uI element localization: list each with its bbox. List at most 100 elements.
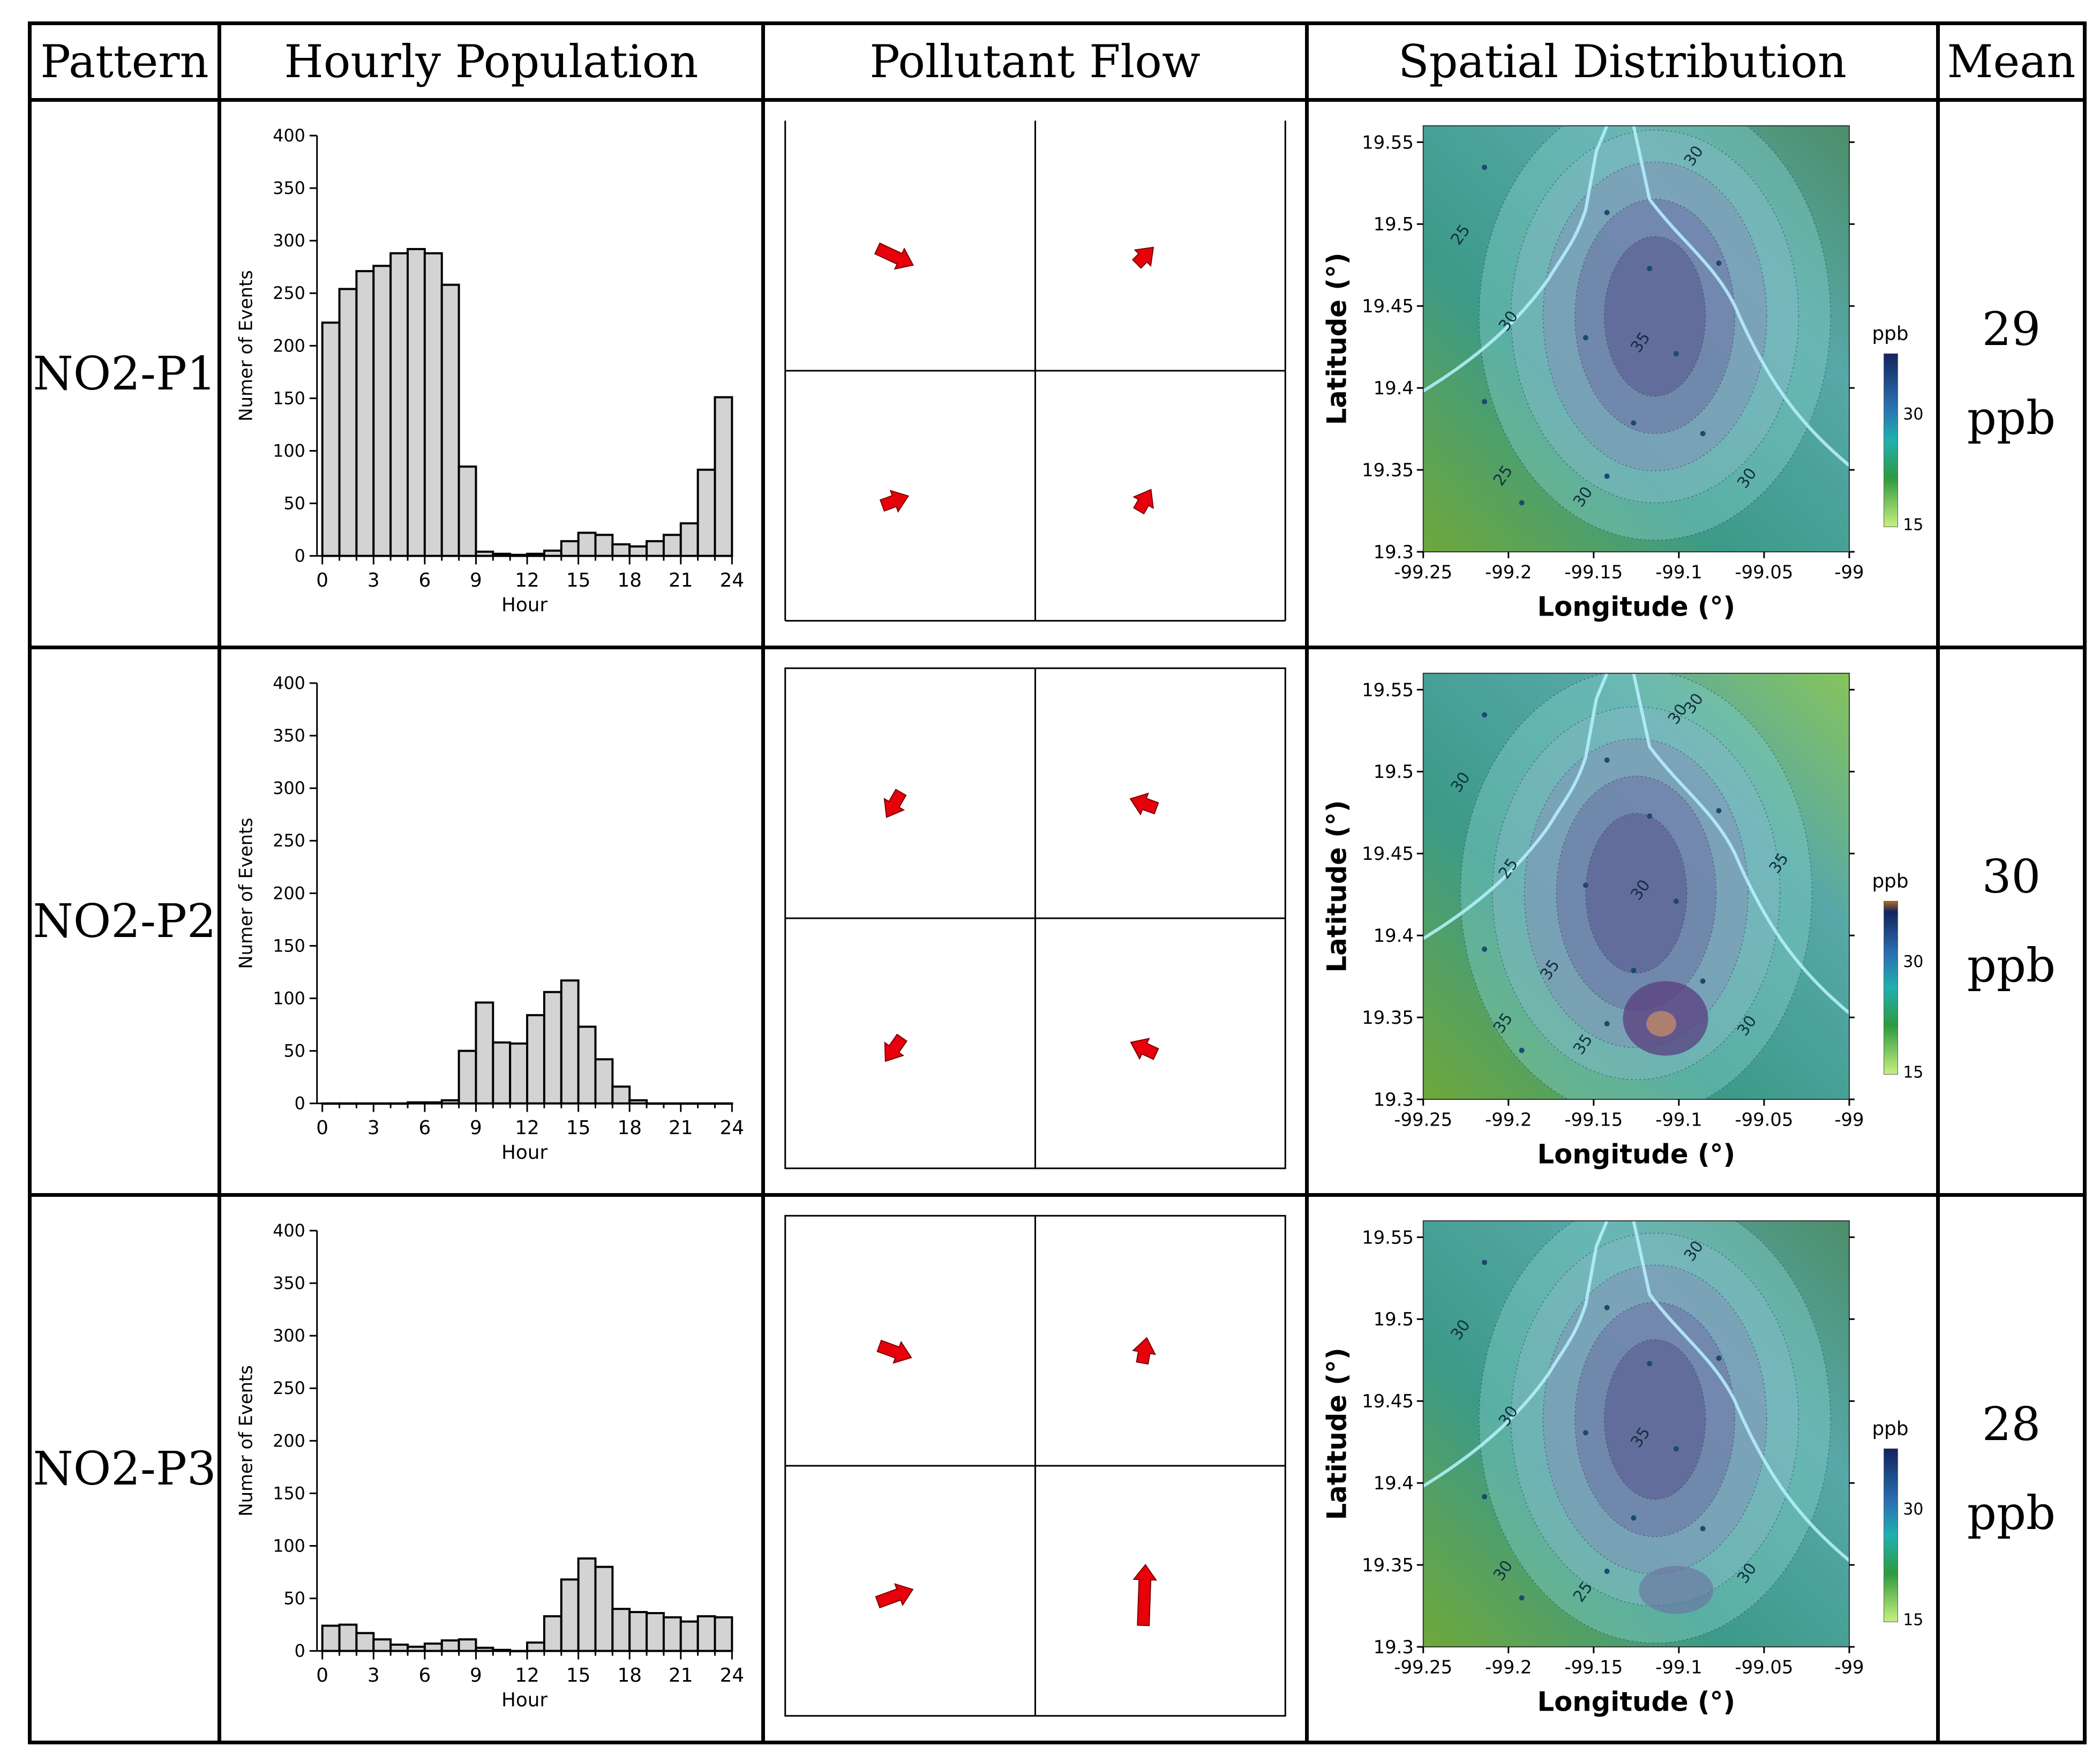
bar [492, 552, 512, 557]
x-axis-label: Hour [501, 1689, 548, 1711]
mean-cell: 29 ppb [1936, 98, 2087, 649]
bar [492, 1041, 512, 1105]
x-tick-label: 0 [316, 569, 328, 591]
histogram-axes: 0 50 100 150 200 250 300 350 400 0 3 6 9 12 15 18 21 24 Ho… [236, 126, 745, 616]
flow-arrow-icon [1129, 792, 1159, 816]
table-row: NO2-P3 0 50 100 150 200 250 300 350 400 0 3 6 9 12 15 1… [28, 1193, 2087, 1744]
mean-value: 29 [1982, 302, 2041, 356]
map-y-tick-label: 19.3 [1374, 1637, 1414, 1658]
bars [321, 979, 733, 1105]
map-y-tick-label: 19.35 [1362, 1555, 1414, 1576]
x-tick-label: 12 [515, 1665, 539, 1686]
bar [509, 553, 529, 557]
y-axis-label: Numer of Events [236, 1365, 257, 1516]
flow-arrow-icon [884, 1033, 908, 1062]
station-marker [1482, 164, 1488, 170]
legend-tick-label: 30 [1903, 405, 1923, 424]
map-cell: 30 30 30 35 30 25 30 19.3 19.35 19.4 19.45 19.5 19.5… [1305, 1193, 1940, 1744]
map-x-tick-label: -99 [1834, 562, 1864, 583]
station-marker [1582, 882, 1588, 888]
bar [628, 545, 648, 557]
y-tick-label: 0 [295, 547, 305, 566]
bar [355, 1632, 375, 1652]
bar [509, 1042, 529, 1105]
station-marker [1647, 813, 1653, 819]
map-x-tick-label: -99.1 [1655, 562, 1702, 583]
histogram-chart: 0 50 100 150 200 250 300 350 400 0 3 6 9 12 15 18 21 24 Ho… [236, 1221, 745, 1711]
station-marker [1716, 260, 1722, 266]
secondary-hotspot [1639, 1565, 1714, 1614]
x-tick-label: 3 [368, 1665, 380, 1686]
bar [407, 1101, 426, 1105]
x-tick-label: 12 [515, 1117, 539, 1139]
results-table: Pattern Hourly Population Pollutant Flow… [28, 21, 2087, 1744]
map-frame [1422, 1220, 1850, 1648]
map-y-tick-label: 19.3 [1374, 1089, 1414, 1110]
flow-arrow-icon [1132, 1564, 1157, 1626]
station-marker [1482, 1494, 1488, 1500]
x-axis-label: Hour [501, 1142, 548, 1164]
map-x-axis-label: Longitude (°) [1537, 591, 1735, 622]
boundary-line [1632, 1220, 1849, 1562]
bar [714, 396, 733, 557]
x-tick-label: 15 [566, 1117, 591, 1139]
station-marker [1519, 500, 1525, 506]
map-y-tick-label: 19.4 [1374, 378, 1414, 399]
hist-cell: 0 50 100 150 200 250 300 350 400 0 3 6 9 12 15 18 21 24 Ho… [218, 98, 765, 649]
bar [696, 468, 716, 557]
bar [440, 1639, 460, 1652]
legend-tick-label: 15 [1903, 1610, 1923, 1629]
map-y-tick-label: 19.45 [1362, 296, 1414, 317]
flow-arrow-icon [876, 1339, 912, 1364]
y-axis-label: Numer of Events [236, 818, 257, 969]
y-tick-label: 100 [273, 1536, 305, 1556]
bar [475, 1001, 494, 1105]
map-x-tick-label: -99.25 [1394, 1657, 1452, 1678]
y-tick-label: 300 [273, 1326, 305, 1346]
station-marker [1604, 209, 1610, 215]
map-cell: 30 25 30 35 25 30 30 19.3 19.35 19.4 19.45 19.5 19.5… [1305, 98, 1940, 649]
station-marker [1673, 351, 1679, 357]
mean-unit: ppb [1967, 939, 2056, 993]
station-marker [1482, 712, 1488, 718]
map-y-axis-label: Latitude (°) [1322, 252, 1353, 425]
bar [577, 531, 597, 557]
y-tick-label: 150 [273, 389, 305, 408]
y-tick-label: 300 [273, 231, 305, 251]
bar [560, 1578, 580, 1652]
map-x-tick-label: -99.25 [1394, 1110, 1452, 1130]
y-tick-label: 200 [273, 1431, 305, 1451]
bar [696, 1615, 716, 1652]
station-marker [1647, 266, 1653, 272]
legend-tick-label: 30 [1903, 1500, 1923, 1519]
map-y-tick-label: 19.5 [1374, 761, 1414, 782]
map-x-tick-label: -99 [1834, 1110, 1864, 1130]
x-tick-label: 18 [617, 1665, 642, 1686]
bar [372, 265, 392, 557]
table-row: NO2-P2 0 50 100 150 200 250 300 350 400 0 3 6 9 12 15 1… [28, 646, 2087, 1197]
x-tick-label: 3 [368, 569, 380, 591]
boundary-line [1632, 673, 1849, 1015]
bar [628, 1099, 648, 1105]
station-marker [1673, 1446, 1679, 1452]
hist-cell: 0 50 100 150 200 250 300 350 400 0 3 6 9 12 15 18 21 24 Ho… [218, 646, 765, 1197]
station-marker [1673, 898, 1679, 904]
map-y-tick-label: 19.35 [1362, 1007, 1414, 1028]
map-x-axis-label: Longitude (°) [1537, 1138, 1735, 1170]
mean-cell: 30 ppb [1936, 646, 2087, 1197]
contour-band [1585, 813, 1688, 974]
bar [679, 522, 699, 557]
bar [423, 1101, 443, 1105]
map-y-tick-label: 19.35 [1362, 460, 1414, 481]
x-tick-label: 6 [418, 1117, 431, 1139]
header-hourly-population: Hourly Population [218, 21, 765, 102]
y-tick-label: 50 [283, 494, 305, 513]
legend-title: ppb [1872, 870, 1908, 892]
station-marker [1631, 420, 1637, 426]
x-tick-label: 6 [418, 1665, 431, 1686]
bar [646, 540, 665, 557]
bar [628, 1611, 648, 1652]
